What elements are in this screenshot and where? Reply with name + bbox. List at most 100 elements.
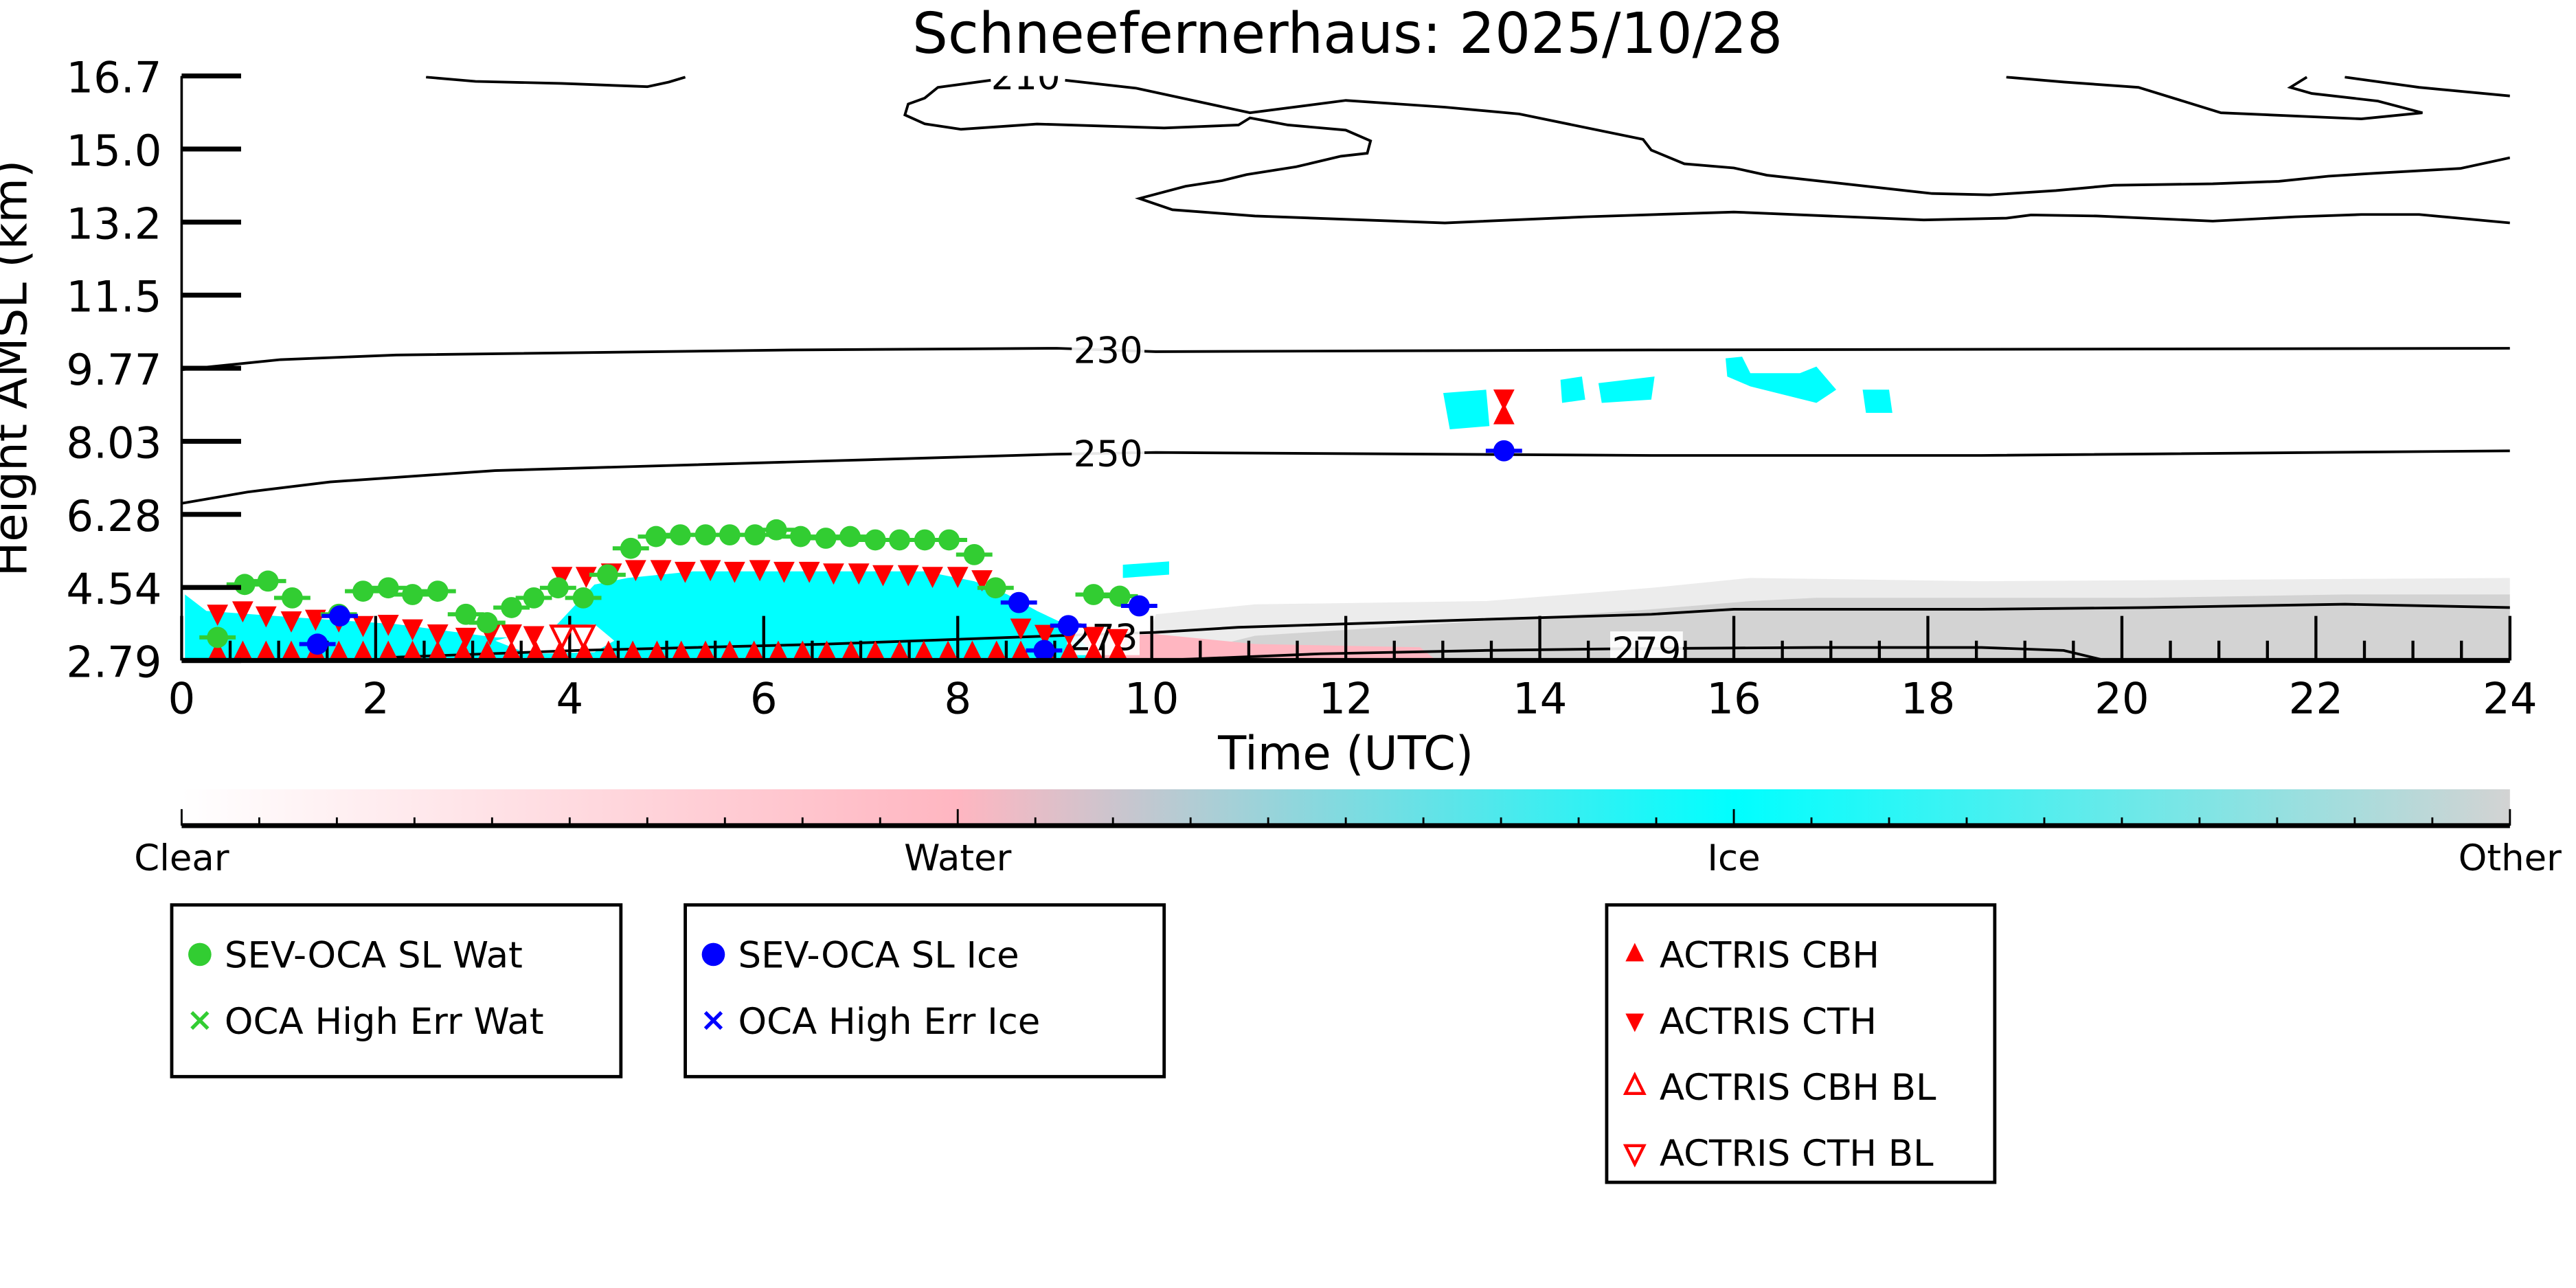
ice-region-high [1598,376,1655,403]
actris-cbh-point [402,640,423,662]
actris-cth-point [699,560,721,582]
y-axis-title: Height AMSL (km) [0,160,37,577]
sev-oca-sl-ice-point [1057,615,1079,637]
y-tick-label: 6.28 [66,491,161,541]
sev-oca-sl-wat-point [377,577,399,599]
x-tick-label: 22 [2289,673,2344,723]
contour-label-bg [1072,332,1145,368]
sev-oca-sl-wat-point [984,577,1006,599]
contour-label: 210 [991,56,1061,98]
sev-oca-sl-ice-point [1493,440,1515,462]
sev-oca-sl-wat-point [257,570,279,592]
x-tick-label: 24 [2483,673,2538,723]
sev-oca-sl-wat-point [1109,585,1131,607]
legend-box: ACTRIS CBH ACTRIS CTH ACTRIS CBH BL ACTRIS … [1605,903,1997,1184]
actris-cth-point [872,565,894,587]
actris-cbh-point [962,640,983,662]
actris-cth-point [897,565,919,587]
sev-oca-sl-wat-point [963,543,985,565]
sev-oca-sl-wat-point [1083,584,1105,605]
legend-marker-circle [701,942,725,967]
sev-oca-sl-wat-point [597,564,618,586]
actris-cth-point [1493,389,1515,411]
sev-oca-sl-wat-point [455,603,477,625]
legend-entry: SEV-OCA SL Wat [188,935,523,977]
contour-210 [426,76,2510,225]
y-tick-label: 2.79 [66,637,161,688]
actris-cth-point [749,560,771,582]
sev-oca-sl-wat-point [402,584,423,605]
sev-oca-sl-wat-point [547,577,569,599]
ice-region-high [1560,376,1585,403]
legend-entry: ACTRIS CTH [1625,1001,1877,1043]
actris-cbh-point [694,640,716,662]
sev-oca-sl-wat-point [765,519,787,541]
legend-label: SEV-OCA SL Ice [738,935,1019,977]
actris-cbh-point [280,640,302,662]
legend-entry: OCA High Err Ice [703,1001,1040,1043]
actris-cbh-point [255,640,277,662]
legend-marker-circle [188,942,212,967]
actris-cth-point [848,563,870,585]
contour-line-250 [181,449,2510,505]
sev-oca-sl-wat-point [669,524,691,546]
x-tick-label: 16 [1706,673,1761,723]
actris-cbh-point [816,640,837,662]
sev-oca-sl-wat-point [572,587,594,609]
sev-oca-sl-wat-point [427,580,449,602]
x-tick-label: 12 [1318,673,1373,723]
actris-cbh-point [1493,403,1515,425]
actris-cth-point [1010,618,1032,640]
colorbar-label: Water [904,837,1012,879]
actris-cbh-point [622,640,644,662]
actris-cbh-point [840,640,862,662]
sev-oca-sl-wat-point [790,526,811,547]
data-markers [199,389,1522,662]
actris-cbh-point [767,640,789,662]
sev-oca-sl-wat-point [523,587,545,609]
colorbar-label: Other [2459,837,2562,879]
actris-cbh-point [501,640,522,662]
actris-cth-point [922,567,943,588]
y-tick-label: 11.5 [66,272,161,322]
legend-frame [170,903,623,1078]
actris-cbh-point [743,640,765,662]
colorbar-label: Clear [134,837,229,879]
legend-label: ACTRIS CBH [1660,935,1879,977]
sev-oca-sl-ice-point [306,633,328,655]
actris-cbh-point [207,640,229,662]
actris-cth-point [551,567,573,588]
actris-cbh-point [1107,640,1129,662]
actris-cbh-point [328,640,350,662]
actris-cth-point [377,614,399,636]
legend-frame [683,903,1166,1078]
sev-oca-sl-wat-point [645,526,667,547]
actris-cth-point [427,624,449,646]
actris-cbh-point [719,640,741,662]
sev-oca-sl-ice-point [1128,595,1150,617]
actris-cbh-point [549,640,571,662]
ice-region-high [1443,389,1490,429]
actris-cth-point [501,624,522,646]
actris-cbh-point [1010,640,1032,662]
actris-cbh-point [1083,640,1105,662]
legend-marker [1623,1072,1647,1095]
actris-cbh-point [1059,640,1081,662]
legend-label: ACTRIS CTH [1660,1001,1877,1043]
sev-oca-sl-wat-point [889,529,910,551]
x-tick-label: 10 [1125,673,1179,723]
contour-line-230 [181,347,2510,372]
legend-box: SEV-OCA SL Ice OCA High Err Ice [683,903,1166,1078]
x-axis-title: Time (UTC) [1217,727,1473,780]
sev-oca-sl-wat-point [694,524,716,546]
x-tick-label: 2 [362,673,389,723]
legend-label: ACTRIS CBH BL [1660,1067,1936,1109]
actris-cbh-point [670,640,692,662]
actris-cth-bl-point [549,624,575,651]
contour-label-bg [1072,435,1145,472]
legend-marker [703,1010,723,1030]
legend-frame [1605,903,1997,1184]
actris-cth-point [823,563,844,585]
sev-oca-sl-wat-point [839,526,861,547]
